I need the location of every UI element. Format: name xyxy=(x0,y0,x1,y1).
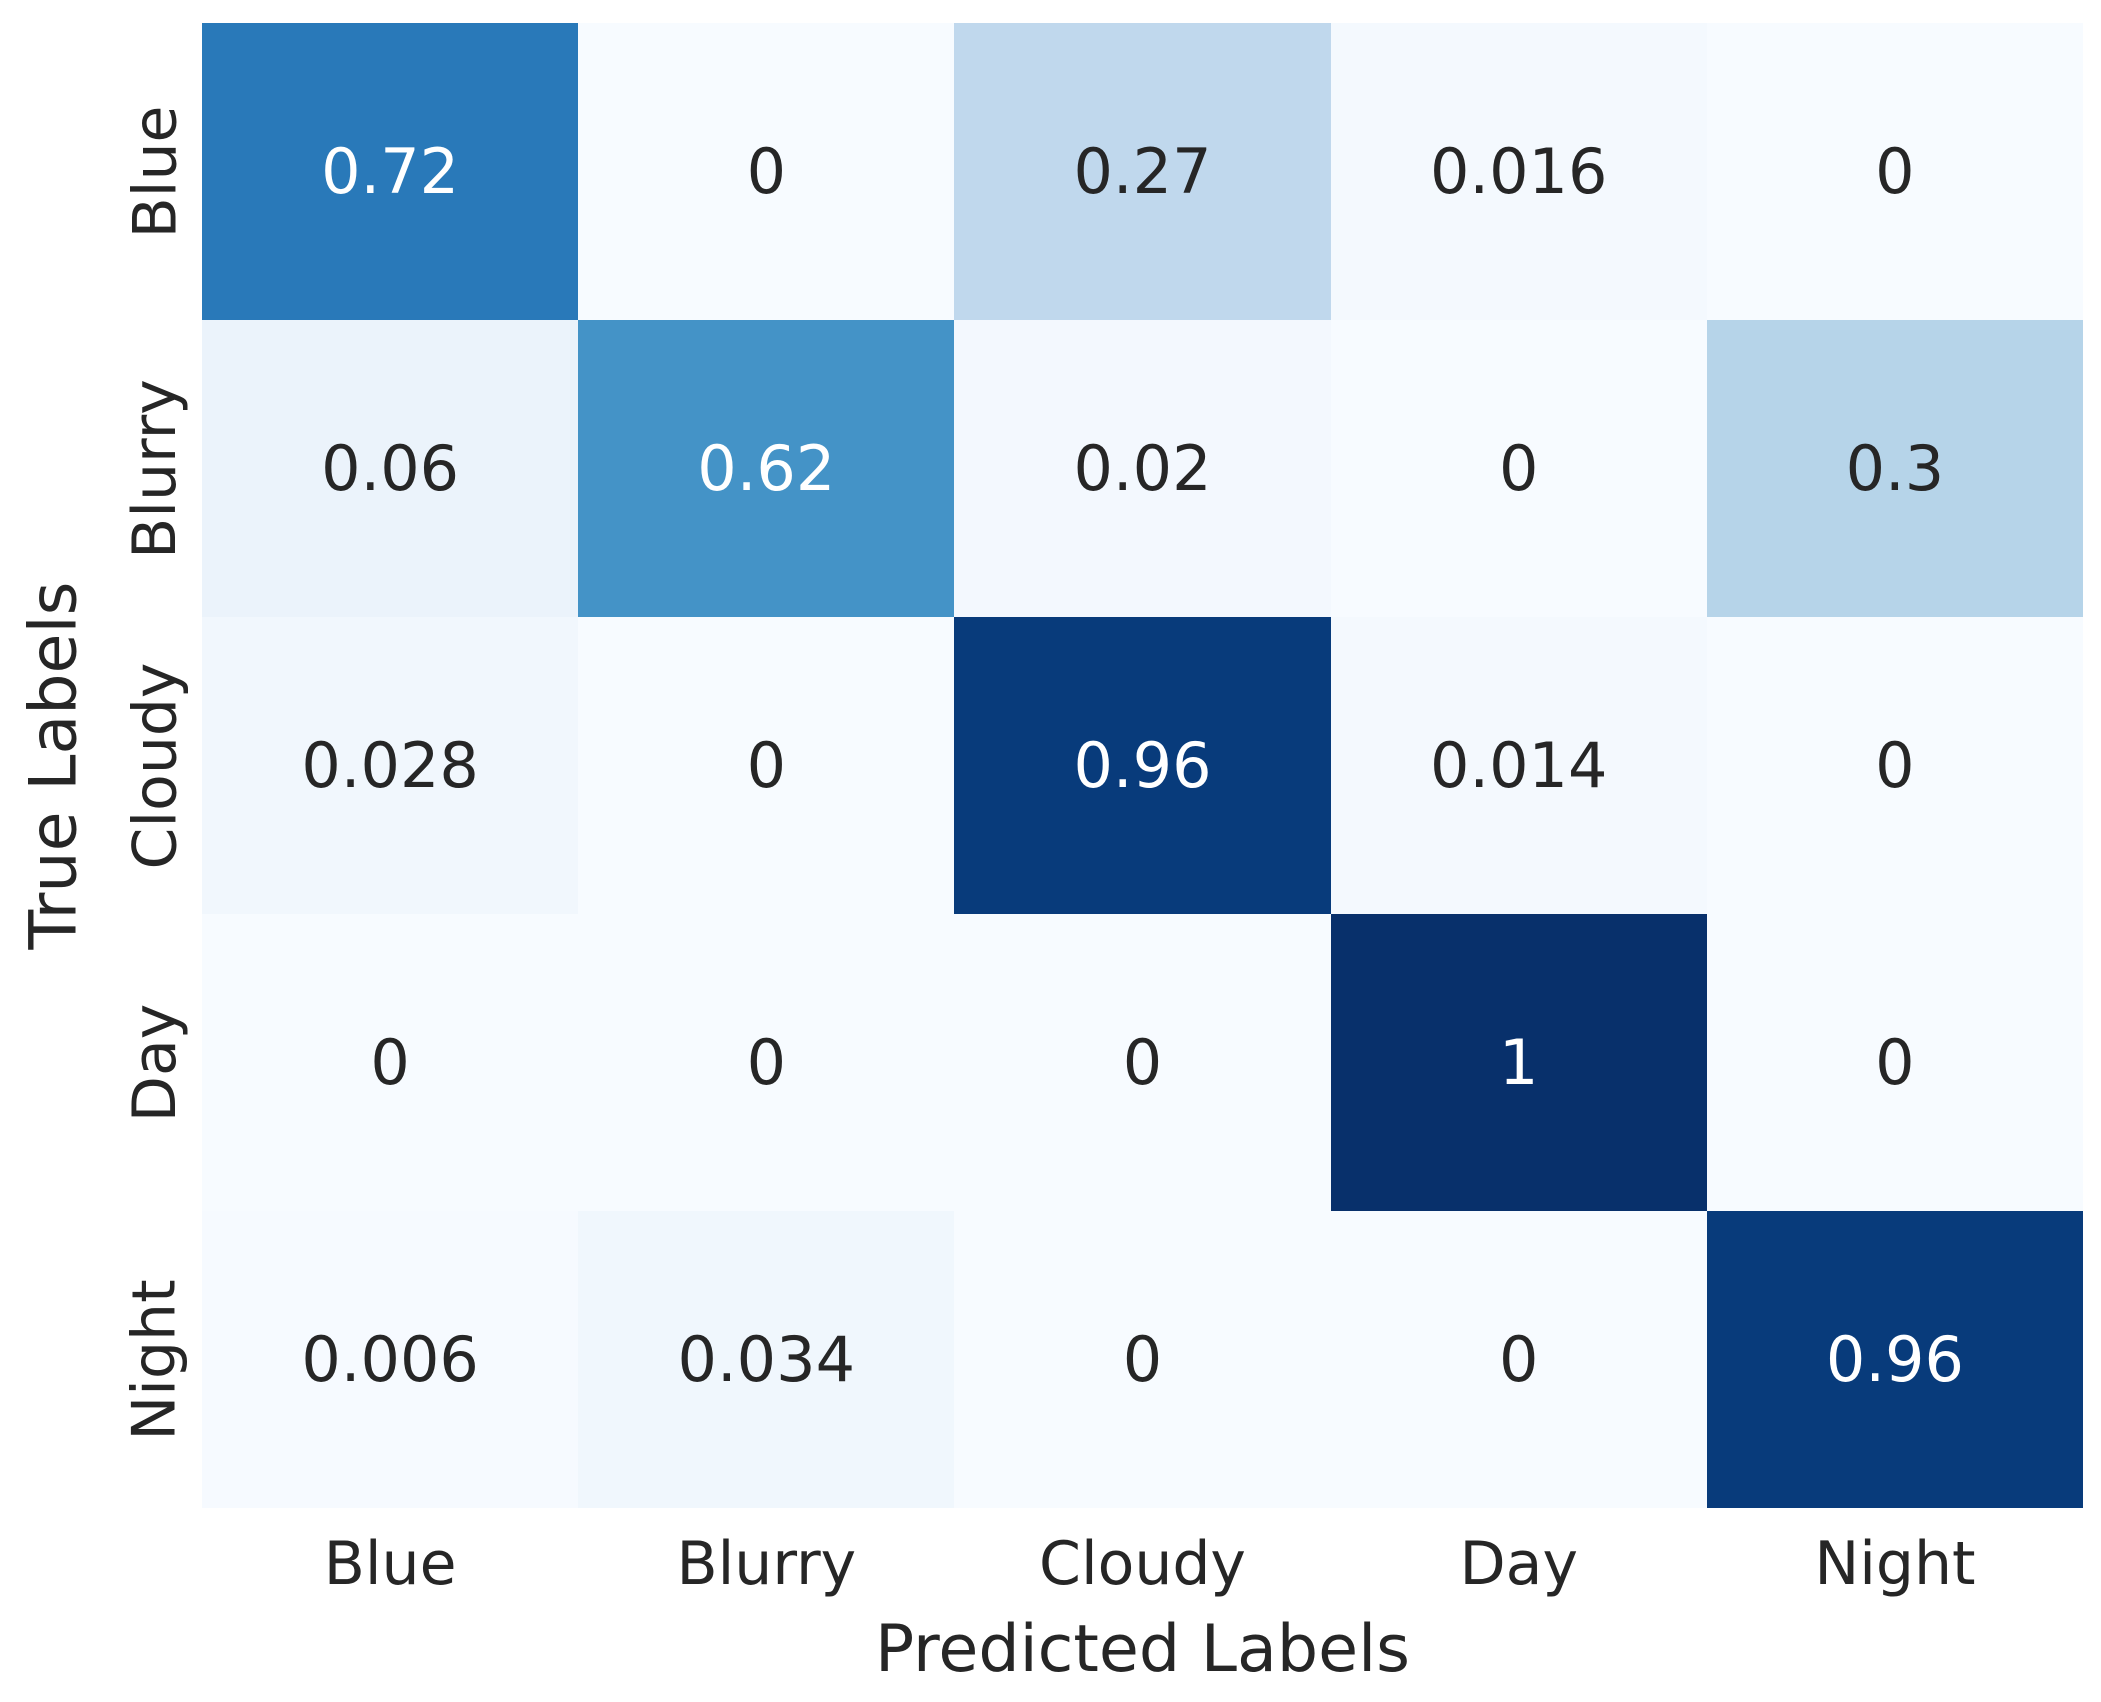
heatmap-cell: 0 xyxy=(954,914,1331,1211)
y-tick-label: Cloudy xyxy=(120,662,190,869)
heatmap-cell: 0 xyxy=(202,914,579,1211)
heatmap-cell: 1 xyxy=(1330,914,1707,1211)
heatmap-cell: 0.016 xyxy=(1330,23,1707,320)
y-tick-label: Blue xyxy=(120,105,190,238)
heatmap-cell: 0.96 xyxy=(1706,1211,2083,1508)
cell-value: 0.028 xyxy=(301,728,479,802)
x-tick-label: Night xyxy=(1814,1529,1976,1599)
heatmap-grid: 0.72 0 0.27 0.016 0 0.06 0.62 0.02 0 0.3 0.028 0 0.9… xyxy=(202,23,2083,1508)
y-tick: Blue xyxy=(108,23,202,320)
heatmap-cell: 0 xyxy=(1330,320,1707,617)
y-tick: Night xyxy=(108,1211,202,1508)
cell-value: 0.034 xyxy=(677,1322,856,1396)
x-tick-label: Blurry xyxy=(676,1529,857,1599)
heatmap-cell: 0 xyxy=(578,23,955,320)
heatmap-cell: 0 xyxy=(578,914,955,1211)
y-tick-labels: Blue Blurry Cloudy Day Night xyxy=(108,23,202,1508)
heatmap-cell: 0 xyxy=(1706,914,2083,1211)
cell-value: 0.27 xyxy=(1073,134,1212,208)
cell-value: 0 xyxy=(746,728,787,802)
x-tick: Night xyxy=(1707,1508,2083,1620)
heatmap-cell: 0.06 xyxy=(202,320,579,617)
cell-value: 0.014 xyxy=(1429,728,1608,802)
cell-value: 0 xyxy=(746,1025,787,1099)
x-tick: Blurry xyxy=(578,1508,954,1620)
cell-value: 0.72 xyxy=(321,134,460,208)
y-tick: Cloudy xyxy=(108,617,202,914)
heatmap-cell: 0.96 xyxy=(954,617,1331,914)
heatmap-cell: 0.006 xyxy=(202,1211,579,1508)
cell-value: 0 xyxy=(1498,1322,1539,1396)
cell-value: 0 xyxy=(1875,728,1915,802)
y-tick-label: Blurry xyxy=(120,378,190,559)
x-tick-labels: Blue Blurry Cloudy Day Night xyxy=(202,1508,2083,1620)
heatmap-cell: 0.27 xyxy=(954,23,1331,320)
cell-value: 0.06 xyxy=(321,431,460,505)
x-tick: Cloudy xyxy=(954,1508,1330,1620)
cell-value: 0 xyxy=(746,134,787,208)
heatmap-cell: 0.034 xyxy=(578,1211,955,1508)
x-tick-label: Blue xyxy=(323,1529,457,1599)
cell-value: 0.02 xyxy=(1073,431,1212,505)
heatmap-cell: 0 xyxy=(954,1211,1331,1508)
y-tick-label: Day xyxy=(120,1003,191,1122)
x-axis-title: Predicted Labels xyxy=(874,1612,1410,1687)
x-tick-label: Cloudy xyxy=(1039,1529,1246,1599)
y-axis-title: True Labels xyxy=(16,581,92,950)
heatmap-cell: 0.72 xyxy=(202,23,579,320)
y-tick: Day xyxy=(108,914,202,1211)
cell-value: 0.62 xyxy=(697,431,836,505)
cell-value: 0 xyxy=(1875,1025,1915,1099)
cell-value: 0 xyxy=(1498,431,1539,505)
cell-value: 0.96 xyxy=(1825,1322,1964,1396)
x-tick-label: Day xyxy=(1459,1529,1578,1599)
y-tick: Blurry xyxy=(108,320,202,617)
heatmap-cell: 0 xyxy=(1330,1211,1707,1508)
y-axis-title-area: True Labels xyxy=(0,23,108,1508)
heatmap-cell: 0.02 xyxy=(954,320,1331,617)
heatmap-cell: 0 xyxy=(578,617,955,914)
cell-value: 0 xyxy=(1122,1025,1163,1099)
y-tick-label: Night xyxy=(120,1278,191,1441)
cell-value: 0.3 xyxy=(1845,431,1945,505)
cell-value: 0 xyxy=(1122,1322,1163,1396)
heatmap-cell: 0.62 xyxy=(578,320,955,617)
cell-value: 0 xyxy=(1875,134,1915,208)
cell-value: 1 xyxy=(1498,1025,1539,1099)
x-tick: Day xyxy=(1331,1508,1707,1620)
cell-value: 0.006 xyxy=(301,1322,479,1396)
cell-value: 0 xyxy=(370,1025,410,1099)
heatmap-cell: 0 xyxy=(1706,617,2083,914)
heatmap-cell: 0.014 xyxy=(1330,617,1707,914)
x-tick: Blue xyxy=(202,1508,578,1620)
cell-value: 0.016 xyxy=(1429,134,1608,208)
cell-value: 0.96 xyxy=(1073,728,1212,802)
heatmap-cell: 0 xyxy=(1706,23,2083,320)
heatmap-cell: 0.028 xyxy=(202,617,579,914)
heatmap-cell: 0.3 xyxy=(1706,320,2083,617)
